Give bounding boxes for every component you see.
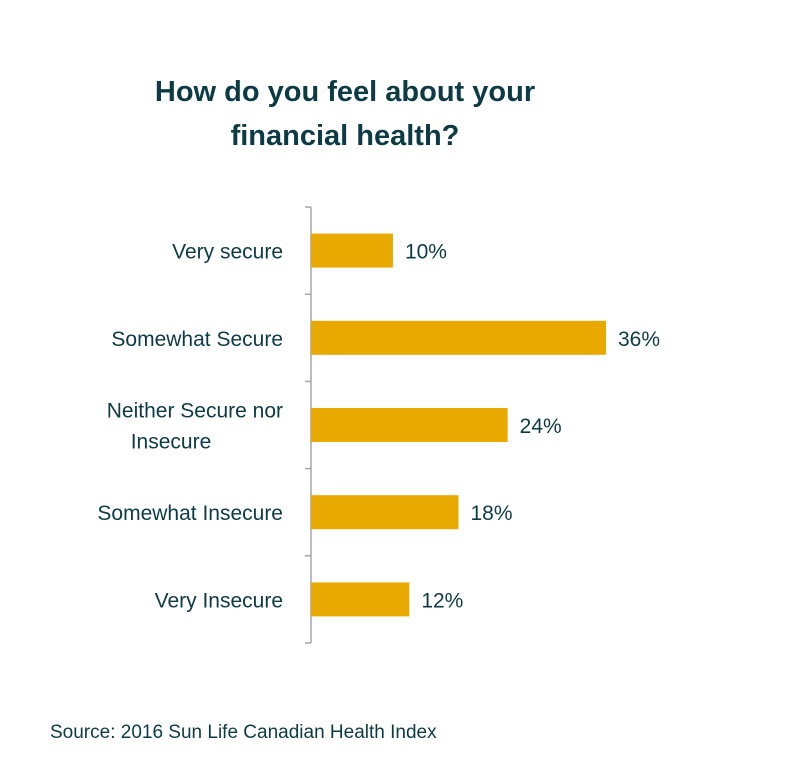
category-label-0: Very secure xyxy=(172,241,283,264)
data-label-4: 12% xyxy=(421,589,463,612)
chart-title: How do you feel about your financial hea… xyxy=(0,70,690,158)
bar-1 xyxy=(311,320,606,355)
data-label-3: 18% xyxy=(471,502,513,525)
bar-4 xyxy=(311,582,410,617)
chart-title-line-1: How do you feel about your xyxy=(154,76,536,108)
category-label-2-line-0: Neither Secure nor xyxy=(107,400,283,423)
bar-3 xyxy=(311,495,459,530)
chart-title-line-2: financial health? xyxy=(230,120,460,152)
data-label-1: 36% xyxy=(618,328,660,351)
category-label-3: Somewhat Insecure xyxy=(97,502,283,525)
source-note: Source: 2016 Sun Life Canadian Health In… xyxy=(50,722,437,743)
category-label-1: Somewhat Secure xyxy=(111,328,283,351)
data-label-0: 10% xyxy=(405,241,447,264)
bar-0 xyxy=(311,233,393,268)
data-label-2: 24% xyxy=(520,415,562,438)
category-label-2-line-1: Insecure xyxy=(131,431,212,454)
bar-2 xyxy=(311,408,508,442)
category-label-4: Very Insecure xyxy=(155,589,283,612)
